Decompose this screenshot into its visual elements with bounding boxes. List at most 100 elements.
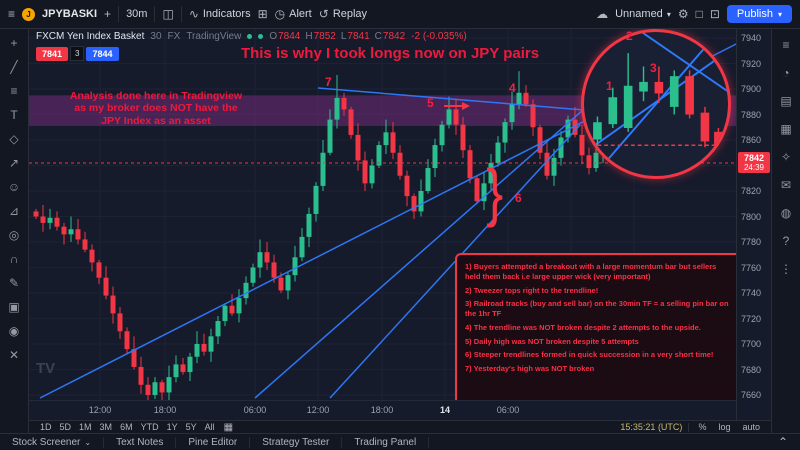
fullscreen-icon[interactable]: □	[695, 7, 703, 21]
analysis-note[interactable]: Analysis done here in Tradingview as my …	[69, 90, 243, 127]
measure-tool[interactable]: ⊿	[8, 204, 20, 218]
range-1d[interactable]: 1D	[40, 422, 52, 432]
range-5y[interactable]: 5Y	[185, 422, 197, 432]
watchlist-icon[interactable]: ≡	[782, 38, 790, 52]
toolbar-divider	[180, 6, 182, 22]
symbol-search-button[interactable]: JPYBASKI	[42, 8, 98, 20]
note-item: 7) Yesterday's high was NOT broken	[465, 364, 595, 373]
crosshair-tool[interactable]: +	[10, 36, 18, 50]
settings-gear-icon[interactable]: ⚙	[677, 7, 689, 21]
chart-title-note[interactable]: This is why I took longs now on JPY pair…	[240, 45, 540, 62]
magnet-tool[interactable]: ∩	[9, 252, 19, 266]
chat-icon[interactable]: ✉	[780, 178, 792, 192]
tab-text-notes[interactable]: Text Notes	[104, 436, 177, 448]
trendline-tool[interactable]: ╱	[10, 60, 18, 74]
publish-button[interactable]: Publish ▾	[726, 5, 792, 23]
layout-grid-icon[interactable]: ⊞	[257, 7, 268, 21]
text-tool[interactable]: T	[10, 108, 18, 122]
chart-number-label[interactable]: 6	[515, 191, 522, 205]
more-icon[interactable]: ⋮	[780, 262, 792, 276]
tab-stock-screener[interactable]: Stock Screener ⌄	[12, 436, 105, 448]
chart-number-label[interactable]: 2	[626, 29, 633, 43]
calendar-icon[interactable]: ▦	[780, 122, 792, 136]
draw-tool[interactable]: ✎	[8, 276, 20, 290]
snapshot-camera-icon[interactable]: ⊡	[709, 7, 720, 21]
range-all[interactable]: All	[204, 422, 215, 432]
curly-brace[interactable]: }	[486, 156, 504, 228]
ohlc-value: 7852	[313, 31, 336, 42]
buy-button[interactable]: 7844	[86, 46, 119, 61]
chart-number-label[interactable]: 4	[509, 81, 516, 95]
legend-symbol[interactable]: FXCM Yen Index Basket	[36, 31, 145, 42]
auto-scale-toggle[interactable]: auto	[742, 422, 760, 432]
chart-number-label[interactable]: 5	[427, 96, 434, 110]
go-to-date-icon[interactable]: ▦	[223, 421, 234, 433]
log-scale-toggle[interactable]: log	[718, 422, 731, 432]
magnifier-circle[interactable]	[581, 29, 731, 179]
cloud-save-icon[interactable]: ☁	[596, 7, 609, 21]
indicators-button[interactable]: ∿ Indicators	[188, 7, 251, 21]
range-5d[interactable]: 5D	[59, 422, 72, 432]
tab-pine-editor[interactable]: Pine Editor	[176, 436, 251, 448]
collapse-panel-icon[interactable]: ⌃	[777, 435, 788, 449]
interval-button[interactable]: 30m	[126, 8, 148, 20]
notifications-icon[interactable]: ◍	[780, 206, 792, 220]
ohlc-key: C	[374, 31, 382, 42]
chart-number-label[interactable]: 3	[650, 61, 657, 75]
emoji-tool[interactable]: ☺	[7, 180, 21, 194]
chart-number-label[interactable]: 1	[606, 79, 613, 93]
percent-scale-toggle[interactable]: %	[698, 422, 707, 432]
chart-number-label[interactable]: 7	[325, 75, 332, 89]
note-item: 4) The trendline was NOT broken despite …	[465, 322, 701, 332]
note-item: 3) Railroad tracks (buy and sell bar) on…	[465, 299, 729, 318]
alert-button[interactable]: ◷ Alert	[274, 7, 312, 21]
status-dot	[247, 34, 253, 39]
hotlists-icon[interactable]: ▤	[780, 94, 792, 108]
price-tick-label: 7940	[741, 33, 762, 43]
help-icon[interactable]: ?	[782, 234, 790, 248]
legend-ohlc: O 7844 H 7852 L 7841 C 7842	[269, 31, 405, 42]
chevron-down-icon: ▾	[666, 9, 671, 19]
bottom-tabs: Stock Screener ⌄ Text Notes Pine Editor Stra…	[0, 433, 800, 450]
alerts-icon[interactable]: ◔	[782, 66, 790, 80]
legend-interval[interactable]: 30	[150, 31, 162, 42]
status-dot	[258, 34, 264, 39]
replay-button[interactable]: ↺ Replay	[318, 7, 368, 21]
range-1y[interactable]: 1Y	[166, 422, 178, 432]
time-tick-label: 12:00	[306, 405, 330, 415]
price-tick-label: 7680	[741, 364, 762, 375]
lock-tool[interactable]: ▣	[8, 300, 20, 314]
alert-clock-icon: ◷	[274, 7, 286, 21]
forecast-tool[interactable]: ↗	[8, 156, 20, 170]
note-item: 2) Tweezer tops right to the trendline!	[465, 285, 599, 295]
clock[interactable]: 15:35:21 (UTC)	[620, 422, 683, 432]
price-tick-label: 7800	[741, 211, 762, 222]
legend-exchange: FX	[167, 31, 181, 42]
range-toolbar: 1D 5D 1M 3M 6M YTD 1Y 5Y All ▦ 15:35:21 (UTC) % …	[29, 420, 771, 433]
layout-name-button[interactable]: Unnamed ▾	[615, 8, 671, 20]
menu-icon[interactable]: ≡	[8, 7, 16, 21]
notes-box[interactable]: 1) Buyers attempted a breakout with a la…	[455, 253, 742, 420]
delete-tool[interactable]: ✕	[8, 348, 20, 362]
range-ytd[interactable]: YTD	[140, 422, 159, 432]
range-6m[interactable]: 6M	[120, 422, 133, 432]
fib-tool[interactable]: ≡	[10, 84, 18, 98]
ideas-icon[interactable]: ✧	[780, 150, 792, 164]
hide-tool[interactable]: ◉	[8, 324, 20, 338]
tab-strategy-tester[interactable]: Strategy Tester	[250, 436, 343, 448]
ohlc-value: 7841	[347, 31, 370, 42]
range-1m[interactable]: 1M	[79, 422, 92, 432]
price-tick-label: 7860	[741, 135, 762, 145]
zoom-tool[interactable]: ◎	[8, 228, 20, 242]
chart-style-icon[interactable]: ◫	[162, 7, 174, 21]
price-axis[interactable]: 7842 24:39 79407920790078807860784078207…	[736, 29, 771, 420]
tab-trading-panel[interactable]: Trading Panel	[342, 436, 430, 448]
compare-add-icon[interactable]: +	[104, 7, 112, 21]
range-3m[interactable]: 3M	[99, 422, 113, 432]
toolbar-divider	[154, 6, 156, 22]
price-tick-label: 7700	[741, 339, 762, 349]
sell-button[interactable]: 7841	[36, 46, 69, 61]
price-tick-label: 7900	[741, 84, 762, 94]
time-axis[interactable]: 12:00 18:00 06:00 12:00 18:00 14 06:00	[29, 400, 736, 421]
pattern-tool[interactable]: ◇	[9, 132, 19, 146]
